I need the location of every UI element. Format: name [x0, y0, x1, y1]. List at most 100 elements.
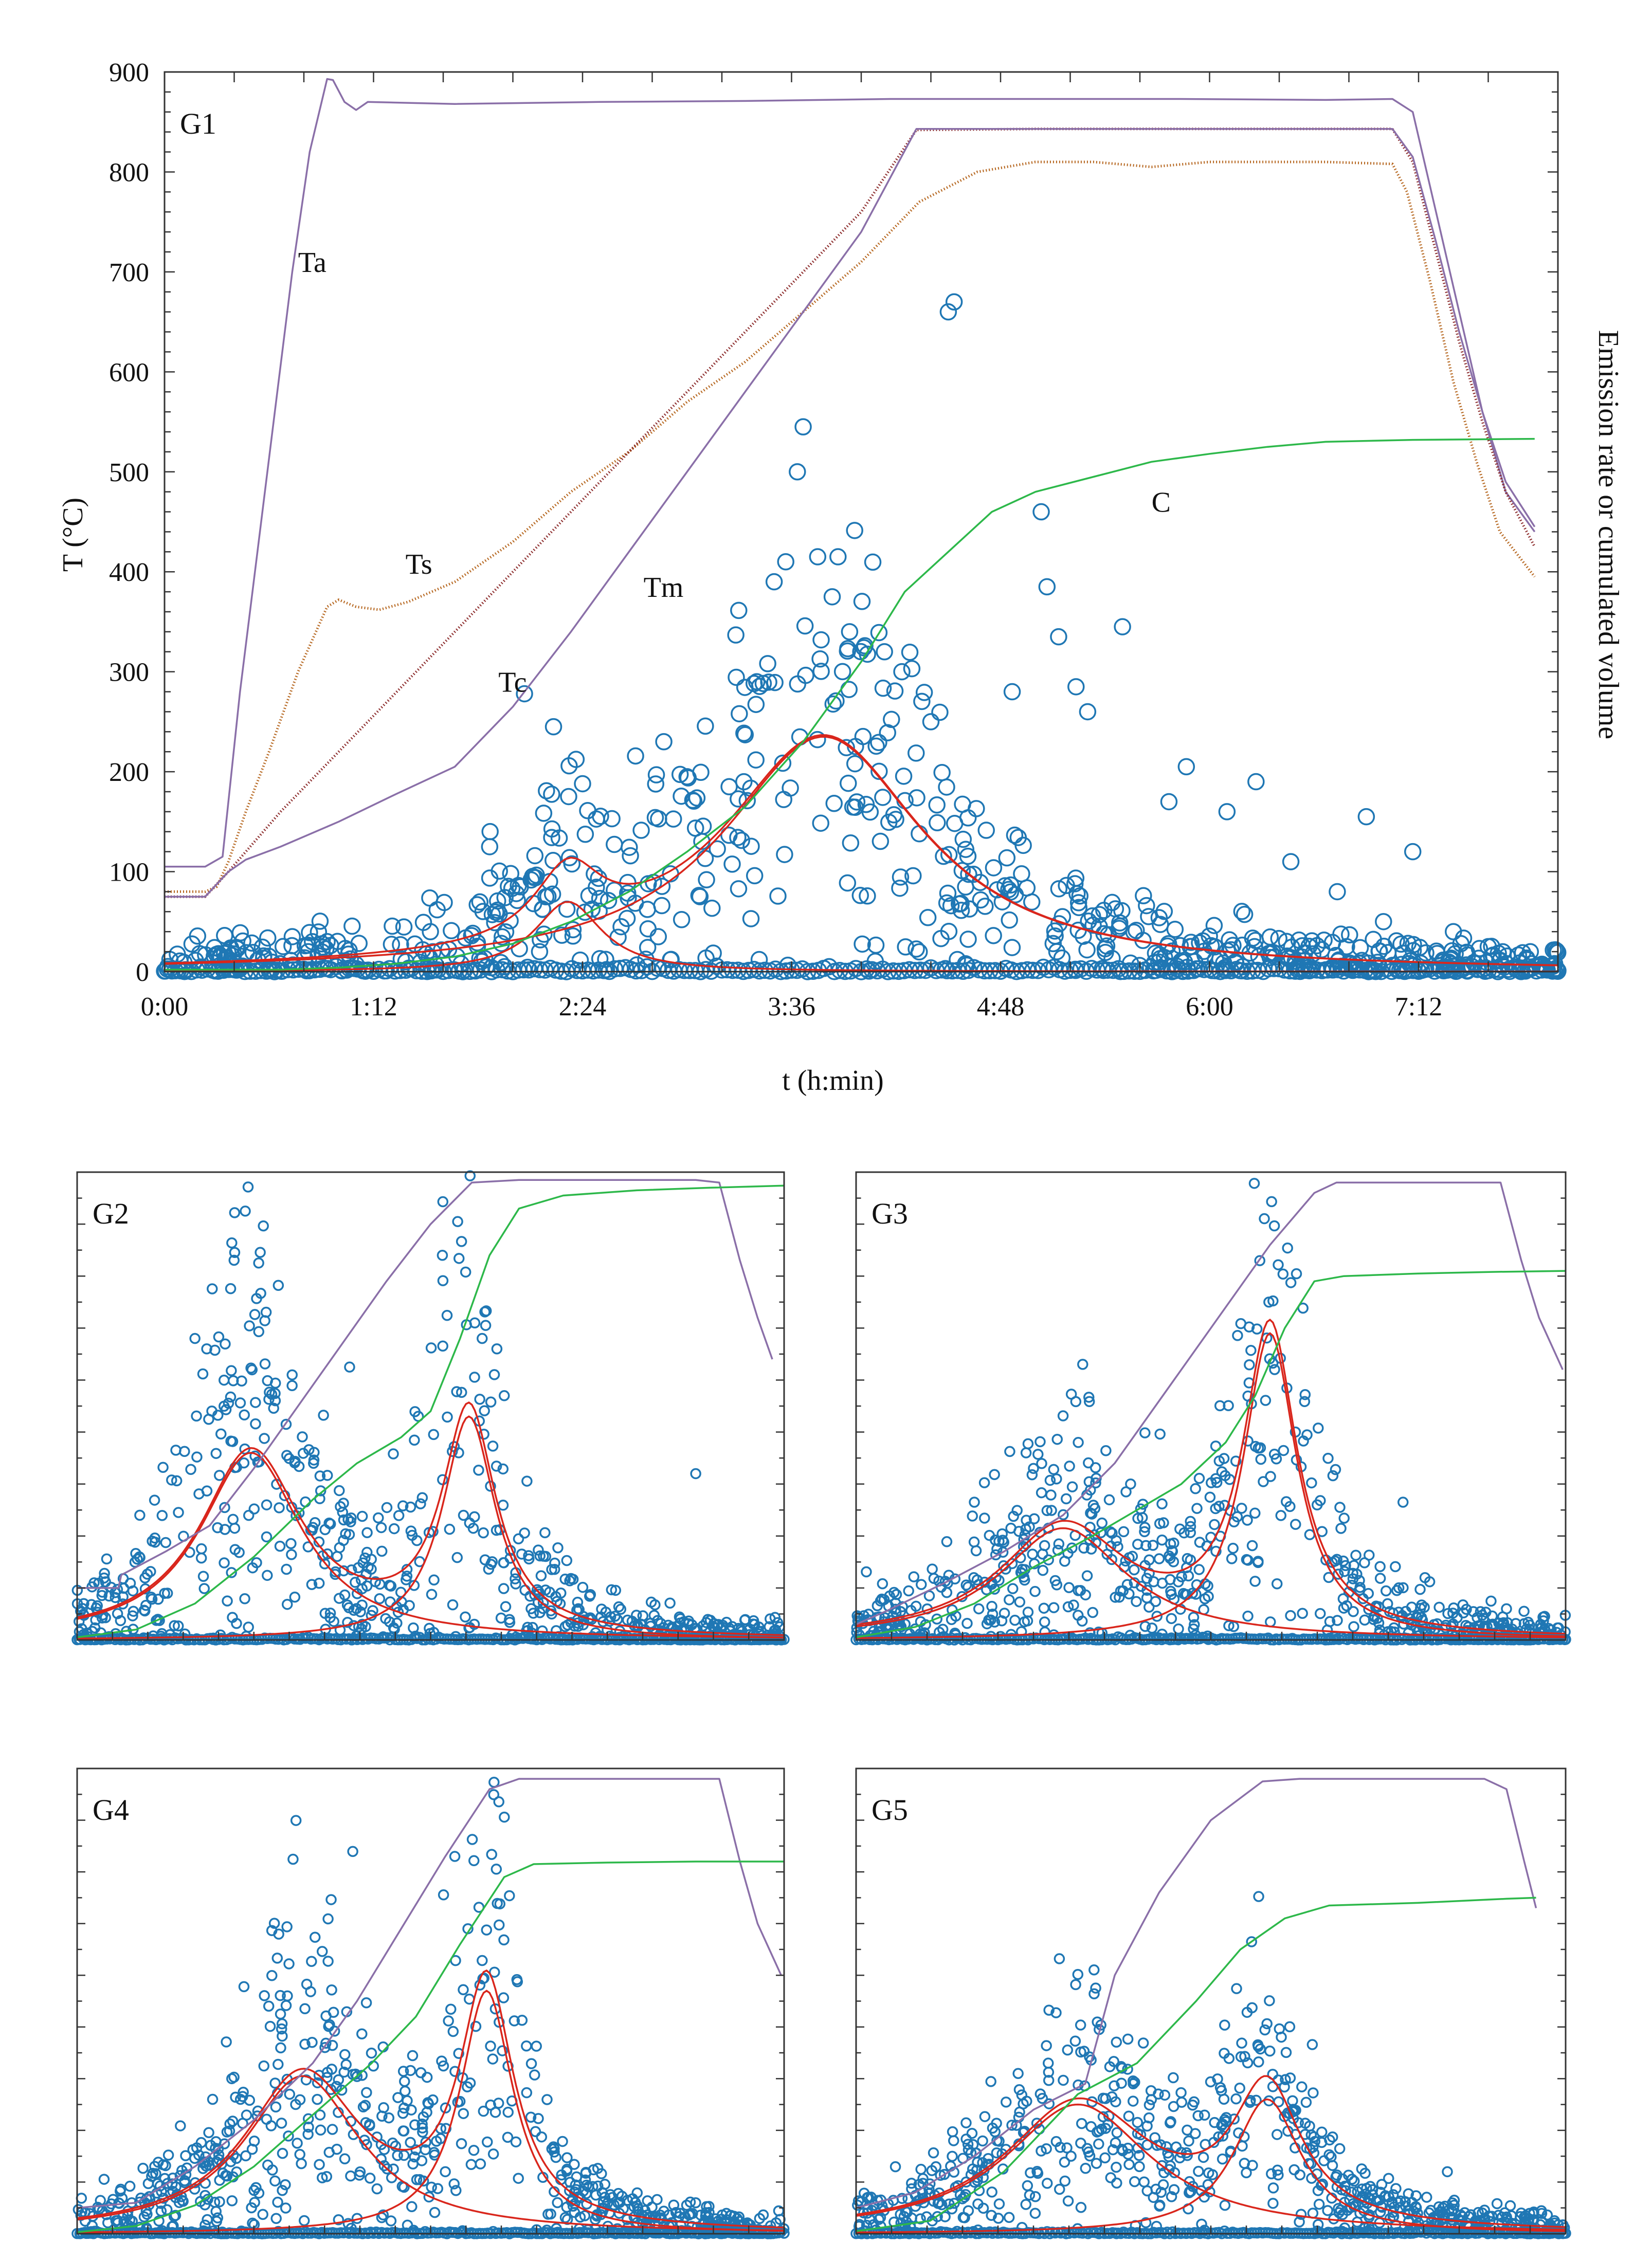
- g2-point: [335, 1501, 346, 1512]
- g1-point: [662, 951, 680, 969]
- g4-point: [287, 1853, 299, 1865]
- g3-point: [914, 1628, 926, 1640]
- g4-point: [326, 1984, 337, 1996]
- g2-point: [324, 1607, 336, 1619]
- g1-point: [564, 927, 582, 945]
- g4-point: [398, 2149, 410, 2161]
- g1-point: [879, 724, 896, 741]
- g3-point: [1051, 1433, 1063, 1445]
- g2-point: [229, 1544, 241, 1555]
- g4-point: [110, 2215, 122, 2227]
- g5-point: [1267, 2182, 1279, 2194]
- g1-point: [259, 929, 277, 947]
- g3-point: [1066, 1481, 1078, 1492]
- g2-point: [152, 1614, 164, 1625]
- g5-point: [1020, 2199, 1031, 2210]
- g4-point: [258, 2060, 269, 2072]
- g1-point: [811, 650, 829, 668]
- g3-point: [1015, 1626, 1027, 1637]
- g3-point: [1348, 1621, 1359, 1632]
- g1-point: [214, 959, 232, 977]
- g4-point: [485, 2040, 496, 2052]
- g3-point: [1147, 1540, 1159, 1551]
- g1-point: [600, 891, 618, 909]
- g3-point: [1246, 1540, 1258, 1552]
- g4-point: [270, 2213, 282, 2224]
- g1-point: [1370, 957, 1388, 974]
- g2-point: [191, 1451, 203, 1463]
- g2-point: [228, 1254, 240, 1266]
- g4-point: [513, 2173, 524, 2184]
- g1-point: [1221, 931, 1238, 949]
- g4-point: [488, 1777, 500, 1788]
- g4-point: [333, 2074, 344, 2086]
- g2-point: [622, 1632, 634, 1643]
- g3-point: [1442, 1608, 1454, 1619]
- g1-point: [655, 733, 673, 751]
- g3-point: [1281, 1496, 1292, 1507]
- g5-point: [1436, 2206, 1447, 2217]
- g1-point: [1067, 869, 1085, 887]
- g1-series-tc: [165, 127, 1536, 898]
- g2-point: [539, 1527, 551, 1539]
- g3-point: [986, 1600, 997, 1612]
- g3-point: [1448, 1602, 1459, 1614]
- g4-point: [273, 1928, 284, 1940]
- g2-point: [572, 1596, 584, 1608]
- g2-point: [658, 1622, 669, 1633]
- g3-point: [1260, 1395, 1272, 1406]
- g5-point: [1274, 2023, 1285, 2035]
- g1-point: [867, 737, 885, 755]
- g4-point: [700, 2207, 712, 2218]
- g5-point: [1116, 2077, 1127, 2089]
- g1-point: [1006, 826, 1024, 844]
- g2-point: [261, 1499, 273, 1510]
- g5-point: [1252, 2041, 1264, 2052]
- g4-point: [406, 2201, 417, 2213]
- g4-point: [409, 2151, 420, 2163]
- g2-point: [315, 1485, 326, 1497]
- g2-point: [447, 1599, 459, 1611]
- g3-point: [1210, 1545, 1222, 1557]
- g2-point: [289, 1457, 300, 1469]
- g2-point: [171, 1475, 183, 1487]
- g2-point: [425, 1342, 437, 1354]
- g1-point: [1476, 959, 1494, 977]
- g1-point: [1278, 933, 1295, 951]
- g1-point: [723, 855, 741, 873]
- g4-point: [407, 2158, 419, 2170]
- g1-plot-frame: [164, 71, 1559, 973]
- g3-point: [1324, 1616, 1336, 1628]
- g1-point: [1445, 923, 1462, 940]
- g4-point: [368, 2060, 379, 2072]
- g4-point: [207, 2093, 219, 2105]
- g3-point: [1285, 1277, 1297, 1288]
- g2-point: [344, 1361, 355, 1373]
- g2-point: [86, 1581, 98, 1593]
- g4-point: [509, 2015, 520, 2027]
- g1-point: [839, 874, 857, 892]
- g1-point: [1078, 941, 1096, 959]
- g4-point: [417, 2126, 428, 2138]
- g3-point: [1382, 1598, 1393, 1610]
- g1-point: [938, 894, 956, 912]
- g2-point: [258, 1220, 269, 1232]
- g5-point: [991, 2147, 1003, 2159]
- g4-point: [265, 2120, 277, 2131]
- g3-fits: [856, 1318, 1566, 1639]
- g4-point: [203, 2127, 214, 2138]
- g4-point: [574, 2227, 585, 2238]
- g2-point: [90, 1614, 101, 1626]
- g4-point: [281, 1921, 293, 1932]
- g5-point: [1062, 2044, 1074, 2056]
- g1-point: [919, 909, 937, 926]
- g4-scatter: [71, 1777, 790, 2239]
- g3-point: [1105, 1540, 1117, 1552]
- g2-point: [139, 1572, 151, 1583]
- g1-point: [421, 889, 439, 907]
- g2-point: [201, 1485, 213, 1497]
- g5-point: [1205, 2076, 1217, 2088]
- g1-point: [1067, 678, 1085, 696]
- g5-point: [1075, 2202, 1087, 2213]
